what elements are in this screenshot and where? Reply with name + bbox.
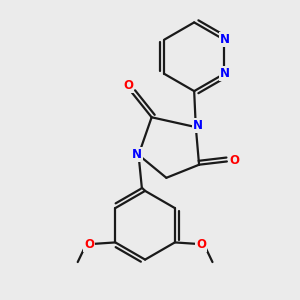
Text: N: N xyxy=(220,68,230,80)
Text: N: N xyxy=(132,148,142,161)
Text: N: N xyxy=(220,33,230,46)
Text: N: N xyxy=(193,119,203,132)
Text: O: O xyxy=(123,79,133,92)
Text: O: O xyxy=(196,238,206,250)
Text: O: O xyxy=(84,238,94,250)
Text: O: O xyxy=(229,154,239,167)
